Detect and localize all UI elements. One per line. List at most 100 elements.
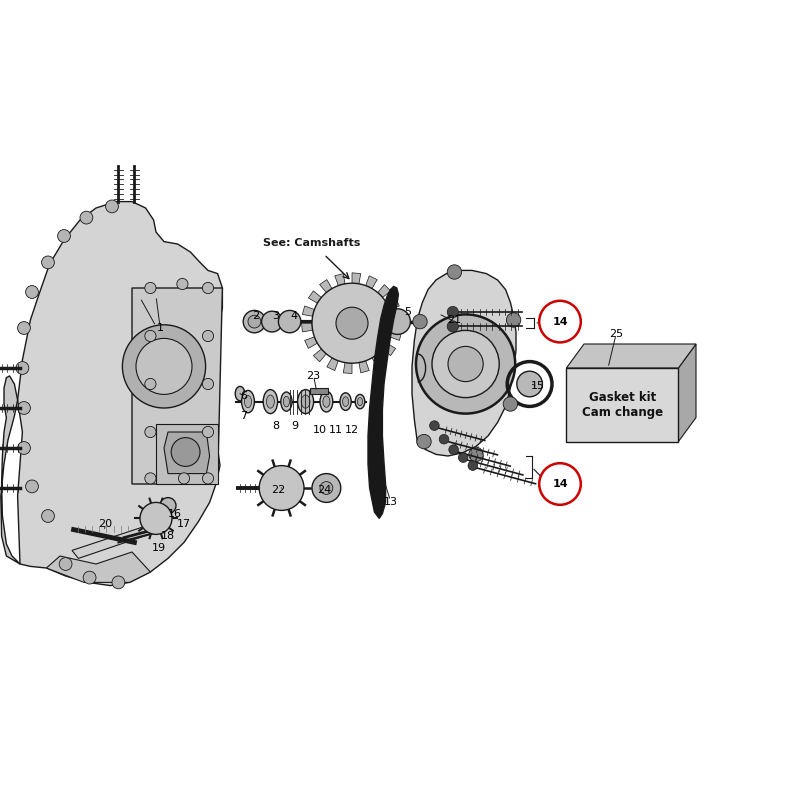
Text: 4: 4 [291, 311, 298, 321]
Ellipse shape [302, 395, 310, 408]
Circle shape [432, 330, 499, 398]
Text: 13: 13 [383, 498, 398, 507]
Text: 1: 1 [157, 323, 163, 333]
Circle shape [160, 498, 176, 514]
Circle shape [80, 211, 93, 224]
Circle shape [202, 473, 214, 484]
Circle shape [312, 474, 341, 502]
Polygon shape [305, 337, 318, 349]
Ellipse shape [355, 394, 365, 409]
Circle shape [448, 346, 483, 382]
Polygon shape [334, 274, 345, 286]
Text: 2: 2 [253, 311, 259, 321]
Ellipse shape [298, 390, 314, 414]
Circle shape [248, 315, 261, 328]
Circle shape [202, 378, 214, 390]
Ellipse shape [340, 393, 351, 410]
Polygon shape [164, 432, 210, 474]
Text: 7: 7 [241, 411, 247, 421]
Circle shape [122, 325, 206, 408]
Circle shape [106, 200, 118, 213]
Ellipse shape [235, 386, 245, 401]
Text: 19: 19 [151, 543, 166, 553]
Circle shape [18, 442, 30, 454]
Circle shape [517, 371, 542, 397]
Polygon shape [320, 279, 332, 293]
Bar [310, 388, 328, 394]
Text: 6: 6 [241, 391, 247, 401]
Ellipse shape [342, 397, 349, 406]
Circle shape [18, 402, 30, 414]
Polygon shape [18, 202, 222, 586]
Ellipse shape [242, 390, 254, 413]
Text: 24: 24 [317, 485, 331, 494]
Circle shape [449, 445, 458, 454]
Circle shape [336, 307, 368, 339]
Circle shape [458, 453, 468, 462]
Circle shape [320, 482, 333, 494]
Circle shape [42, 510, 54, 522]
Circle shape [58, 230, 70, 242]
Circle shape [262, 311, 282, 332]
Circle shape [26, 286, 38, 298]
Circle shape [430, 421, 439, 430]
Circle shape [447, 321, 458, 332]
Polygon shape [368, 286, 398, 518]
Circle shape [145, 330, 156, 342]
Circle shape [171, 438, 200, 466]
Polygon shape [343, 362, 352, 374]
Circle shape [145, 282, 156, 294]
Circle shape [413, 314, 427, 329]
Text: 10: 10 [313, 426, 327, 435]
Circle shape [18, 322, 30, 334]
Circle shape [140, 502, 172, 534]
Polygon shape [314, 349, 326, 362]
Polygon shape [302, 306, 314, 316]
Ellipse shape [320, 391, 333, 412]
Circle shape [312, 283, 392, 363]
Ellipse shape [281, 392, 292, 411]
Text: See: Camshafts: See: Camshafts [263, 238, 361, 248]
Circle shape [178, 473, 190, 484]
Polygon shape [412, 270, 516, 456]
Circle shape [539, 463, 581, 505]
Text: 8: 8 [273, 421, 279, 430]
Polygon shape [382, 343, 396, 355]
Circle shape [503, 397, 518, 411]
Polygon shape [386, 298, 399, 310]
Text: 9: 9 [291, 421, 298, 430]
Circle shape [468, 461, 478, 470]
Circle shape [416, 314, 515, 414]
Text: 18: 18 [161, 531, 175, 541]
Circle shape [202, 426, 214, 438]
Circle shape [145, 378, 156, 390]
Polygon shape [366, 276, 378, 289]
Polygon shape [326, 358, 338, 370]
Text: 11: 11 [329, 426, 343, 435]
Circle shape [202, 330, 214, 342]
Polygon shape [46, 552, 150, 582]
Circle shape [59, 558, 72, 570]
Polygon shape [132, 288, 222, 484]
Text: 14: 14 [552, 317, 568, 326]
Circle shape [506, 313, 521, 327]
Text: 20: 20 [98, 519, 113, 529]
Polygon shape [390, 330, 402, 341]
Polygon shape [566, 344, 696, 368]
Circle shape [26, 480, 38, 493]
Polygon shape [302, 323, 313, 332]
Text: 17: 17 [177, 519, 191, 529]
Polygon shape [72, 520, 168, 558]
Circle shape [177, 278, 188, 290]
Text: 3: 3 [273, 311, 279, 321]
Text: 23: 23 [306, 371, 321, 381]
Polygon shape [352, 273, 361, 284]
Circle shape [145, 473, 156, 484]
Circle shape [112, 576, 125, 589]
Circle shape [539, 301, 581, 342]
Polygon shape [1, 376, 20, 564]
Polygon shape [678, 344, 696, 442]
Polygon shape [372, 354, 384, 367]
Circle shape [439, 434, 449, 444]
Ellipse shape [245, 395, 251, 408]
